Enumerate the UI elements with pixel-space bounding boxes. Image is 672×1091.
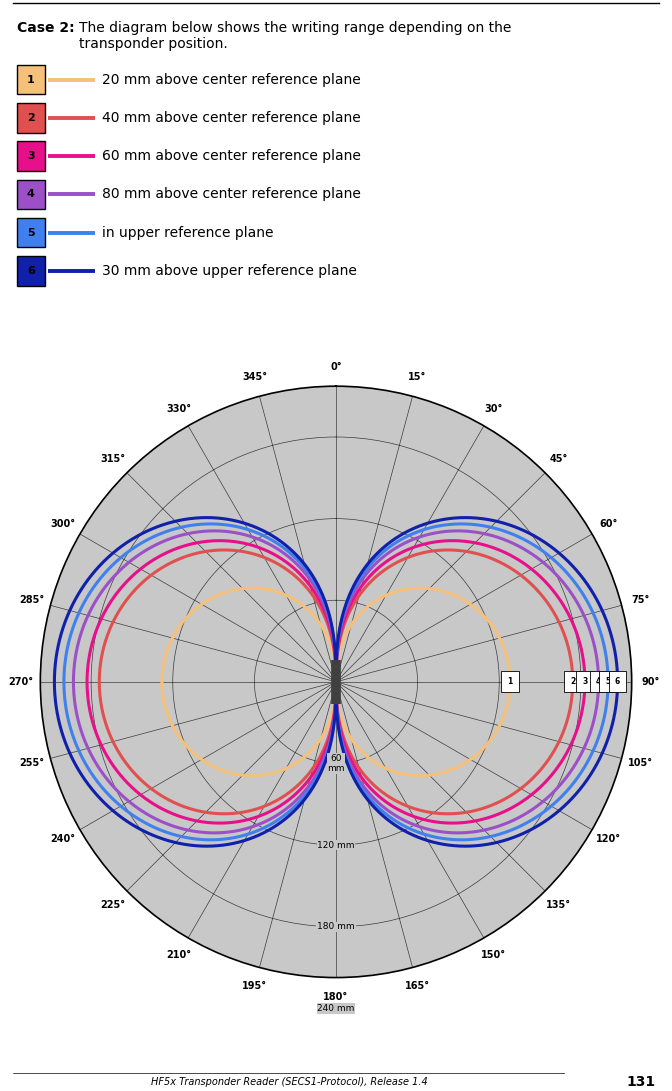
FancyBboxPatch shape xyxy=(17,256,45,286)
Text: HF5x Transponder Reader (SECS1-Protocol), Release 1.4: HF5x Transponder Reader (SECS1-Protocol)… xyxy=(151,1078,427,1088)
Text: 60
mm: 60 mm xyxy=(327,754,345,774)
Text: 120 mm: 120 mm xyxy=(317,841,355,850)
Text: 60 mm above center reference plane: 60 mm above center reference plane xyxy=(102,149,361,164)
FancyBboxPatch shape xyxy=(17,104,45,133)
Text: 1: 1 xyxy=(27,74,35,84)
Text: 131: 131 xyxy=(626,1075,655,1089)
FancyBboxPatch shape xyxy=(17,218,45,248)
Text: 40 mm above center reference plane: 40 mm above center reference plane xyxy=(102,111,361,124)
Text: 6: 6 xyxy=(27,266,35,276)
Text: 3: 3 xyxy=(27,152,35,161)
Text: Case 2:: Case 2: xyxy=(17,21,75,35)
Text: 20 mm above center reference plane: 20 mm above center reference plane xyxy=(102,72,361,86)
Text: 2: 2 xyxy=(570,678,575,686)
Text: in upper reference plane: in upper reference plane xyxy=(102,226,274,240)
Text: 240 mm: 240 mm xyxy=(317,1004,355,1012)
Text: 3: 3 xyxy=(583,678,587,686)
Text: The diagram below shows the writing range depending on the
transponder position.: The diagram below shows the writing rang… xyxy=(79,21,511,51)
FancyBboxPatch shape xyxy=(17,64,45,94)
Text: 30 mm above upper reference plane: 30 mm above upper reference plane xyxy=(102,264,357,278)
Text: 5: 5 xyxy=(605,678,611,686)
Text: 80 mm above center reference plane: 80 mm above center reference plane xyxy=(102,188,361,202)
Text: 2: 2 xyxy=(27,112,35,123)
Text: 180 mm: 180 mm xyxy=(317,922,355,932)
Text: 4: 4 xyxy=(596,678,601,686)
FancyBboxPatch shape xyxy=(17,180,45,209)
Text: 6: 6 xyxy=(615,678,620,686)
Text: 4: 4 xyxy=(27,190,35,200)
FancyBboxPatch shape xyxy=(17,142,45,171)
Text: 5: 5 xyxy=(27,228,35,238)
Text: 1: 1 xyxy=(507,678,513,686)
